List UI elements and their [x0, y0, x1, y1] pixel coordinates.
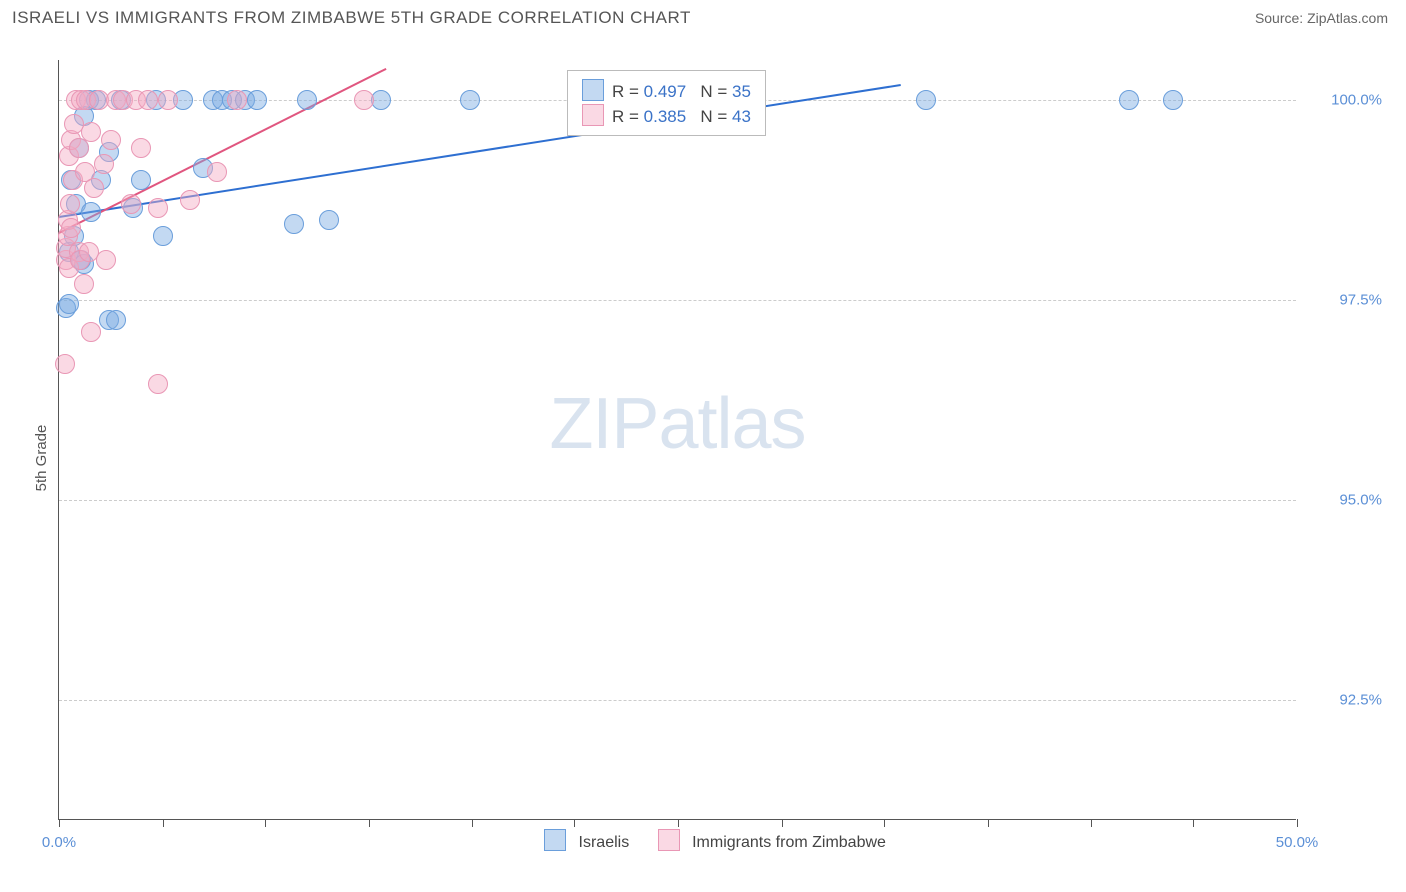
- x-tick: [1091, 819, 1092, 827]
- data-point-zimbabwe: [148, 198, 168, 218]
- watermark-zip: ZIP: [549, 384, 658, 464]
- x-tick: [678, 819, 679, 827]
- data-point-israelis: [371, 90, 391, 110]
- data-point-israelis: [1119, 90, 1139, 110]
- data-point-zimbabwe: [227, 90, 247, 110]
- stats-swatch-israelis: [582, 79, 604, 101]
- data-point-israelis: [59, 294, 79, 314]
- data-point-zimbabwe: [158, 90, 178, 110]
- x-tick: [574, 819, 575, 827]
- y-tick-label: 92.5%: [1339, 692, 1382, 709]
- legend-label-israelis: Israelis: [579, 834, 630, 851]
- data-point-israelis: [284, 214, 304, 234]
- y-axis-label: 5th Grade: [33, 425, 50, 492]
- data-point-israelis: [460, 90, 480, 110]
- watermark: ZIPatlas: [549, 383, 805, 465]
- data-point-zimbabwe: [81, 122, 101, 142]
- gridline: [59, 700, 1296, 701]
- legend-label-zimbabwe: Immigrants from Zimbabwe: [692, 834, 886, 851]
- source-link[interactable]: ZipAtlas.com: [1307, 10, 1388, 26]
- data-point-israelis: [247, 90, 267, 110]
- data-point-zimbabwe: [121, 194, 141, 214]
- data-point-zimbabwe: [84, 178, 104, 198]
- data-point-zimbabwe: [55, 354, 75, 374]
- stats-r-label: R =: [612, 82, 644, 101]
- stats-row-zimbabwe: R = 0.385 N = 43: [582, 104, 751, 127]
- stats-n-label: N =: [686, 107, 732, 126]
- stats-swatch-zimbabwe: [582, 104, 604, 126]
- stats-r-value: 0.385: [644, 107, 687, 126]
- source-prefix: Source:: [1255, 10, 1307, 26]
- data-point-israelis: [1163, 90, 1183, 110]
- stats-r-label: R =: [612, 107, 644, 126]
- x-tick: [884, 819, 885, 827]
- x-tick: [1297, 819, 1298, 827]
- stats-n-label: N =: [686, 82, 732, 101]
- stats-r-value: 0.497: [644, 82, 687, 101]
- plot-region: ZIPatlas 92.5%95.0%97.5%100.0%0.0%50.0%R…: [58, 60, 1296, 820]
- data-point-zimbabwe: [354, 90, 374, 110]
- data-point-zimbabwe: [138, 90, 158, 110]
- data-point-zimbabwe: [101, 130, 121, 150]
- data-point-israelis: [106, 310, 126, 330]
- data-point-zimbabwe: [180, 190, 200, 210]
- stats-row-israelis: R = 0.497 N = 35: [582, 79, 751, 102]
- x-tick: [988, 819, 989, 827]
- gridline: [59, 300, 1296, 301]
- x-tick: [265, 819, 266, 827]
- data-point-zimbabwe: [74, 274, 94, 294]
- y-tick-label: 100.0%: [1331, 92, 1382, 109]
- x-tick: [59, 819, 60, 827]
- x-tick: [369, 819, 370, 827]
- source-attribution: Source: ZipAtlas.com: [1255, 10, 1388, 26]
- data-point-zimbabwe: [60, 194, 80, 214]
- gridline: [59, 500, 1296, 501]
- x-tick: [163, 819, 164, 827]
- data-point-israelis: [297, 90, 317, 110]
- x-tick: [472, 819, 473, 827]
- x-tick: [782, 819, 783, 827]
- chart-area: 5th Grade ZIPatlas 92.5%95.0%97.5%100.0%…: [0, 48, 1406, 868]
- stats-box: R = 0.497 N = 35R = 0.385 N = 43: [567, 70, 766, 136]
- stats-n-value: 43: [732, 107, 751, 126]
- data-point-israelis: [319, 210, 339, 230]
- data-point-zimbabwe: [69, 138, 89, 158]
- data-point-zimbabwe: [148, 374, 168, 394]
- legend-swatch-israelis: [544, 829, 566, 851]
- y-tick-label: 97.5%: [1339, 292, 1382, 309]
- data-point-israelis: [153, 226, 173, 246]
- data-point-zimbabwe: [207, 162, 227, 182]
- chart-title: ISRAELI VS IMMIGRANTS FROM ZIMBABWE 5TH …: [12, 8, 1394, 28]
- data-point-israelis: [81, 202, 101, 222]
- bottom-legend: Israelis Immigrants from Zimbabwe: [0, 829, 1406, 852]
- stats-n-value: 35: [732, 82, 751, 101]
- data-point-zimbabwe: [61, 218, 81, 238]
- data-point-zimbabwe: [96, 250, 116, 270]
- watermark-atlas: atlas: [658, 384, 805, 464]
- data-point-zimbabwe: [94, 154, 114, 174]
- data-point-israelis: [131, 170, 151, 190]
- data-point-zimbabwe: [131, 138, 151, 158]
- chart-header: ISRAELI VS IMMIGRANTS FROM ZIMBABWE 5TH …: [0, 0, 1406, 48]
- legend-swatch-zimbabwe: [658, 829, 680, 851]
- data-point-zimbabwe: [81, 322, 101, 342]
- data-point-israelis: [916, 90, 936, 110]
- y-tick-label: 95.0%: [1339, 492, 1382, 509]
- x-tick: [1193, 819, 1194, 827]
